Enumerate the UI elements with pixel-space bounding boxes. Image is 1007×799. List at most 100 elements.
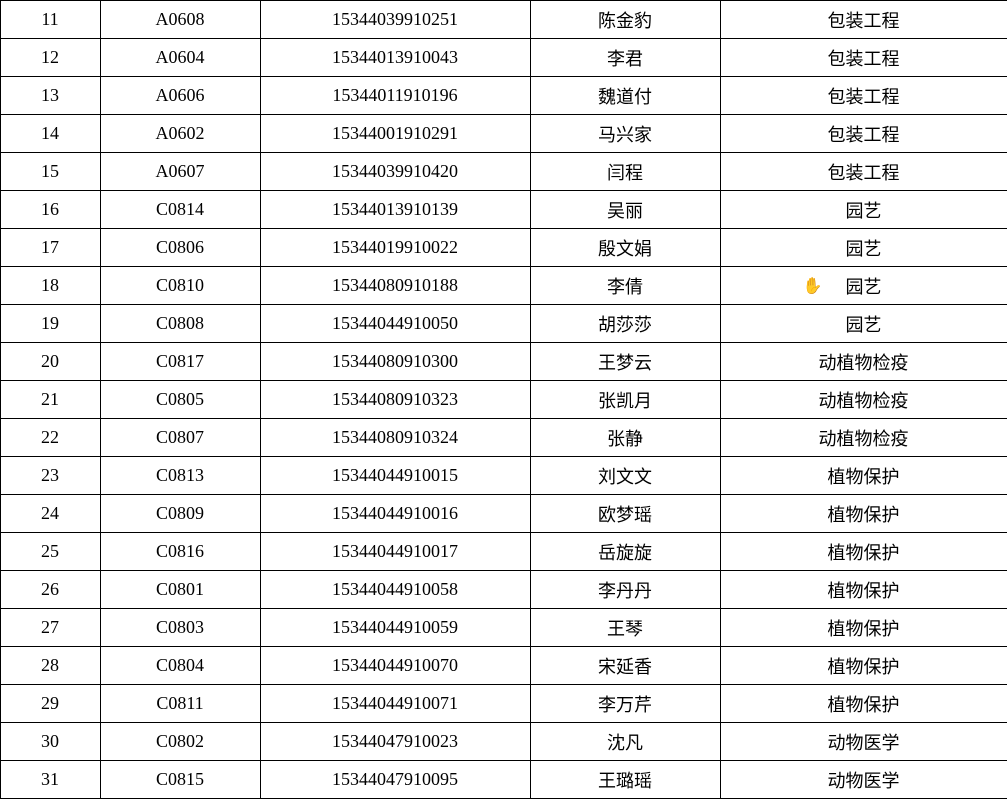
- cell-number: 15344001910291: [260, 115, 530, 153]
- cell-index: 29: [0, 685, 100, 723]
- cell-major: 动物医学: [720, 761, 1007, 799]
- cell-index: 30: [0, 723, 100, 761]
- table-row: 16C081415344013910139吴丽园艺: [0, 191, 1007, 229]
- cell-code: C0801: [100, 571, 260, 609]
- cell-name: 李君: [530, 39, 720, 77]
- cell-code: A0602: [100, 115, 260, 153]
- cell-index: 15: [0, 153, 100, 191]
- table-row: 15A060715344039910420闫程 包装工程: [0, 153, 1007, 191]
- cell-name: 闫程: [530, 153, 720, 191]
- cell-name: 魏道付: [530, 77, 720, 115]
- table-row: 31C081515344047910095王璐瑶动物医学: [0, 761, 1007, 799]
- cell-index: 14: [0, 115, 100, 153]
- cell-index: 26: [0, 571, 100, 609]
- cell-major: 动物医学: [720, 723, 1007, 761]
- hand-cursor-icon: ✋: [803, 276, 823, 296]
- cell-code: C0816: [100, 533, 260, 571]
- cell-index: 16: [0, 191, 100, 229]
- cell-major: 植物保护: [720, 457, 1007, 495]
- cell-code: C0805: [100, 381, 260, 419]
- cell-major: 动植物检疫: [720, 419, 1007, 457]
- major-text: 植物保护: [828, 581, 900, 601]
- major-text: 包装工程: [828, 163, 900, 183]
- cell-major: 园艺: [720, 191, 1007, 229]
- table-row: 29C081115344044910071李万芹植物保护: [0, 685, 1007, 723]
- table-row: 17C080615344019910022殷文娟园艺: [0, 229, 1007, 267]
- cell-number: 15344044910017: [260, 533, 530, 571]
- major-text: 植物保护: [828, 695, 900, 715]
- cell-major: 包装工程: [720, 39, 1007, 77]
- table-row: 22C080715344080910324张静动植物检疫: [0, 419, 1007, 457]
- cell-code: C0807: [100, 419, 260, 457]
- cell-index: 19: [0, 305, 100, 343]
- cell-major: 植物保护: [720, 647, 1007, 685]
- cell-number: 15344044910015: [260, 457, 530, 495]
- cell-number: 15344039910251: [260, 1, 530, 39]
- cell-code: C0817: [100, 343, 260, 381]
- major-text: 植物保护: [828, 467, 900, 487]
- major-text: 动植物检疫: [819, 429, 909, 449]
- cell-major: 包装工程: [720, 153, 1007, 191]
- table-row: 19C080815344044910050胡莎莎园艺: [0, 305, 1007, 343]
- cell-name: 李倩: [530, 267, 720, 305]
- cell-number: 15344013910043: [260, 39, 530, 77]
- table-row: 21C080515344080910323张凯月动植物检疫: [0, 381, 1007, 419]
- cell-major: 园艺: [720, 229, 1007, 267]
- cell-number: 15344080910323: [260, 381, 530, 419]
- cell-major: 植物保护: [720, 495, 1007, 533]
- cell-major: 动植物检疫: [720, 381, 1007, 419]
- table-row: 26C080115344044910058李丹丹植物保护: [0, 571, 1007, 609]
- cell-code: A0604: [100, 39, 260, 77]
- major-text: 植物保护: [828, 657, 900, 677]
- table-row: 20C081715344080910300王梦云动植物检疫: [0, 343, 1007, 381]
- major-text: 动物医学: [828, 771, 900, 791]
- cell-number: 15344044910016: [260, 495, 530, 533]
- cell-code: C0814: [100, 191, 260, 229]
- major-text: 动植物检疫: [819, 353, 909, 373]
- cell-name: 王琴: [530, 609, 720, 647]
- cell-code: C0809: [100, 495, 260, 533]
- major-text: 园艺: [846, 277, 882, 297]
- cell-major: 包装工程: [720, 1, 1007, 39]
- cell-name: 胡莎莎: [530, 305, 720, 343]
- cell-major: 包装工程: [720, 77, 1007, 115]
- cell-number: 15344047910095: [260, 761, 530, 799]
- cell-name: 刘文文: [530, 457, 720, 495]
- cell-number: 15344044910070: [260, 647, 530, 685]
- cell-code: C0810: [100, 267, 260, 305]
- cell-major: 动植物检疫: [720, 343, 1007, 381]
- cell-code: A0607: [100, 153, 260, 191]
- cell-code: C0802: [100, 723, 260, 761]
- cell-index: 18: [0, 267, 100, 305]
- cell-name: 王梦云: [530, 343, 720, 381]
- cell-number: 15344044910071: [260, 685, 530, 723]
- cell-number: 15344044910059: [260, 609, 530, 647]
- table-row: 12A060415344013910043李君包装工程: [0, 39, 1007, 77]
- cell-code: C0815: [100, 761, 260, 799]
- cell-index: 27: [0, 609, 100, 647]
- cell-number: 15344080910300: [260, 343, 530, 381]
- cell-number: 15344039910420: [260, 153, 530, 191]
- cell-code: C0813: [100, 457, 260, 495]
- cell-code: C0811: [100, 685, 260, 723]
- table-row: 27C080315344044910059王琴植物保护: [0, 609, 1007, 647]
- cell-number: 15344080910324: [260, 419, 530, 457]
- cell-code: C0806: [100, 229, 260, 267]
- cell-major: 园艺 ✋: [720, 267, 1007, 305]
- cell-index: 28: [0, 647, 100, 685]
- table-row: 13A060615344011910196魏道付包装工程: [0, 77, 1007, 115]
- cell-major: 植物保护: [720, 609, 1007, 647]
- data-table: 11A060815344039910251陈金豹包装工程12A060415344…: [0, 0, 1007, 799]
- cell-number: 15344011910196: [260, 77, 530, 115]
- cell-major: 植物保护: [720, 571, 1007, 609]
- cell-index: 17: [0, 229, 100, 267]
- cell-code: A0608: [100, 1, 260, 39]
- major-text: 植物保护: [828, 619, 900, 639]
- major-text: 包装工程: [828, 87, 900, 107]
- cell-code: C0808: [100, 305, 260, 343]
- table-row: 30C080215344047910023沈凡动物医学: [0, 723, 1007, 761]
- cell-index: 13: [0, 77, 100, 115]
- cell-name: 吴丽: [530, 191, 720, 229]
- major-text: 园艺: [846, 315, 882, 335]
- cell-number: 15344019910022: [260, 229, 530, 267]
